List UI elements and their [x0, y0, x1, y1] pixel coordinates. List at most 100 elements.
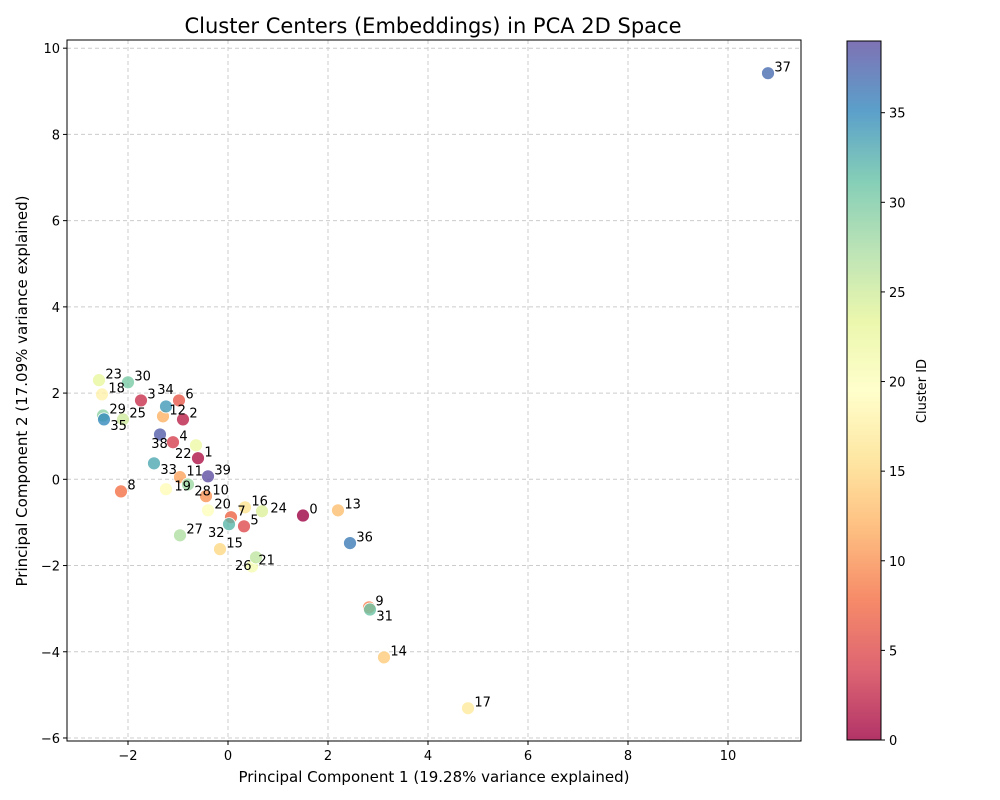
data-point-15 — [213, 542, 227, 557]
point-label-23: 23 — [105, 367, 122, 382]
data-point-30 — [121, 375, 135, 390]
point-label-15: 15 — [226, 536, 243, 551]
point-labels: 0123456789101112131415161718192021222324… — [105, 60, 791, 710]
point-label-16: 16 — [251, 494, 268, 509]
point-label-35: 35 — [110, 419, 127, 434]
point-label-4: 4 — [179, 429, 187, 444]
colorbar — [846, 40, 882, 741]
x-tick-label: 10 — [720, 749, 737, 764]
data-point-13 — [331, 503, 345, 518]
y-tick-label: 2 — [52, 387, 60, 402]
y-tick-label: −2 — [41, 560, 60, 575]
points — [92, 66, 775, 716]
colorbar-tick-label: 20 — [889, 376, 906, 391]
data-point-10 — [199, 489, 213, 504]
point-label-34: 34 — [157, 383, 174, 398]
point-label-32: 32 — [208, 526, 225, 541]
data-point-33 — [147, 456, 161, 471]
data-point-27 — [173, 528, 187, 543]
point-label-9: 9 — [375, 594, 383, 609]
point-label-0: 0 — [309, 503, 317, 518]
point-label-26: 26 — [235, 559, 252, 574]
data-point-8 — [114, 484, 128, 499]
point-label-33: 33 — [160, 463, 177, 478]
point-label-6: 6 — [185, 388, 193, 403]
x-tick-label: 2 — [324, 749, 332, 764]
colorbar-ticks: 0 5 10 15 20 25 30 35 — [881, 107, 906, 749]
x-axis-label: Principal Component 1 (19.28% variance e… — [238, 768, 629, 786]
point-label-39: 39 — [214, 463, 231, 478]
data-point-39 — [201, 469, 215, 484]
data-point-38 — [153, 427, 167, 442]
point-label-36: 36 — [356, 530, 373, 545]
data-point-31 — [363, 602, 377, 617]
point-label-22: 22 — [175, 447, 192, 462]
point-label-29: 29 — [109, 403, 126, 418]
x-tick-label: 0 — [224, 749, 232, 764]
data-point-35 — [97, 412, 111, 427]
point-label-38: 38 — [151, 437, 168, 452]
colorbar-tick-label: 25 — [889, 286, 906, 301]
point-label-21: 21 — [258, 554, 275, 569]
data-point-28 — [181, 477, 195, 492]
data-point-26 — [249, 550, 263, 565]
y-tick-label: −6 — [41, 732, 60, 747]
x-tick-label: 6 — [524, 749, 532, 764]
point-label-14: 14 — [390, 644, 407, 659]
y-tick-label: 0 — [52, 473, 60, 488]
point-label-3: 3 — [147, 388, 155, 403]
point-label-19: 19 — [174, 479, 191, 494]
data-point-18 — [95, 387, 109, 402]
colorbar-tick-label: 5 — [889, 644, 897, 659]
x-tick-label: 4 — [424, 749, 432, 764]
data-point-5 — [237, 519, 251, 534]
point-label-17: 17 — [474, 695, 491, 710]
data-point-20 — [201, 503, 215, 518]
point-label-18: 18 — [108, 382, 125, 397]
plot-frame — [66, 39, 802, 742]
data-point-2 — [176, 412, 190, 427]
data-point-22 — [189, 438, 203, 453]
x-tick-label: 8 — [624, 749, 632, 764]
point-label-7: 7 — [237, 504, 245, 519]
colorbar-tick-label: 30 — [889, 196, 906, 211]
data-point-36 — [343, 536, 357, 551]
colorbar-tick-label: 0 — [889, 734, 897, 749]
y-tick-label: 6 — [52, 215, 60, 230]
data-point-23 — [92, 373, 106, 388]
y-tick-label: 8 — [52, 128, 60, 143]
data-point-19 — [159, 482, 173, 497]
point-label-28: 28 — [194, 484, 211, 499]
colorbar-tick-label: 15 — [889, 465, 906, 480]
data-point-32 — [222, 517, 236, 532]
y-axis-label: Principal Component 2 (17.09% variance e… — [13, 195, 31, 586]
point-label-2: 2 — [189, 407, 197, 422]
y-tick-label: 10 — [43, 42, 60, 57]
data-point-24 — [255, 504, 269, 519]
point-label-5: 5 — [250, 513, 258, 528]
colorbar-label: Cluster ID — [915, 359, 930, 423]
colorbar-tick-label: 35 — [889, 107, 906, 122]
data-point-14 — [377, 650, 391, 665]
y-tick-label: 4 — [52, 301, 60, 316]
point-label-37: 37 — [774, 60, 791, 75]
point-label-20: 20 — [214, 497, 231, 512]
data-point-3 — [134, 393, 148, 408]
chart-title: Cluster Centers (Embeddings) in PCA 2D S… — [184, 14, 681, 38]
data-point-17 — [461, 701, 475, 716]
data-point-4 — [166, 435, 180, 450]
data-point-6 — [172, 393, 186, 408]
point-label-1: 1 — [204, 445, 212, 460]
point-label-27: 27 — [186, 522, 203, 537]
x-tick-label: −2 — [118, 749, 137, 764]
data-point-34 — [159, 399, 173, 414]
data-point-1 — [191, 451, 205, 466]
point-label-12: 12 — [169, 404, 186, 419]
data-point-16 — [238, 500, 252, 515]
colorbar-tick-label: 10 — [889, 555, 906, 570]
point-label-13: 13 — [344, 497, 361, 512]
point-label-25: 25 — [129, 407, 146, 422]
point-label-8: 8 — [127, 479, 135, 494]
